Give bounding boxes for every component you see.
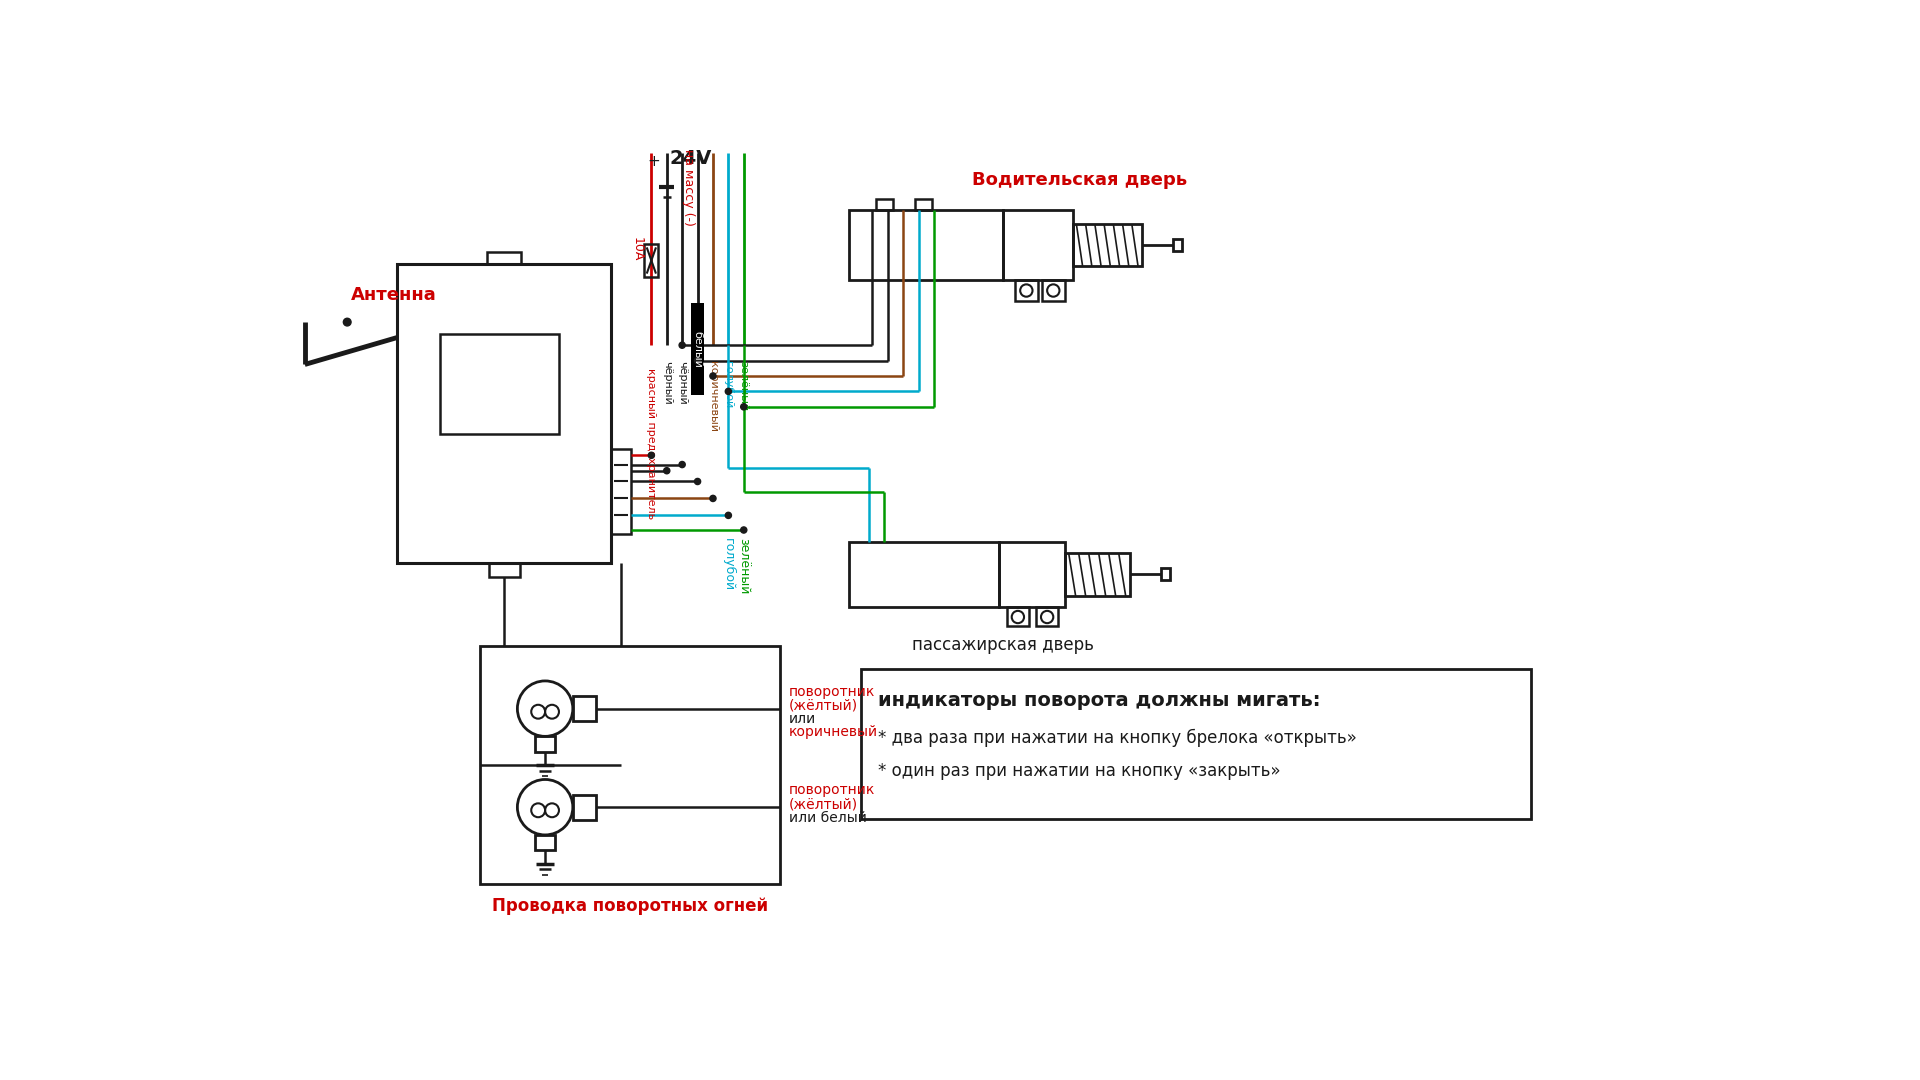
Circle shape [680, 342, 685, 348]
Text: Антенна: Антенна [351, 286, 436, 305]
Text: 24V: 24V [668, 149, 712, 168]
Circle shape [695, 357, 701, 364]
Text: или белый: или белый [789, 811, 868, 825]
Text: белый: белый [693, 330, 703, 367]
Circle shape [680, 461, 685, 468]
Bar [860, 669, 1530, 819]
Bar [536, 737, 555, 752]
Circle shape [710, 373, 716, 379]
Bar [849, 211, 1004, 280]
Bar [1016, 280, 1039, 301]
Text: Проводка поворотных огней: Проводка поворотных огней [492, 896, 768, 915]
Bar [645, 244, 659, 278]
Bar [488, 252, 520, 265]
Bar [611, 449, 630, 534]
Circle shape [649, 453, 655, 458]
Circle shape [664, 468, 670, 474]
Text: голубой: голубой [724, 361, 733, 408]
Bar [876, 199, 893, 211]
Text: индикаторы поворота должны мигать:: индикаторы поворота должны мигать: [877, 691, 1321, 711]
Circle shape [726, 389, 732, 394]
Text: Водительская дверь: Водительская дверь [972, 171, 1188, 189]
Bar [1066, 553, 1131, 596]
Bar [1000, 541, 1066, 607]
Bar [1043, 280, 1066, 301]
Circle shape [741, 404, 747, 410]
Text: чёрный: чёрный [678, 361, 687, 404]
Bar [480, 646, 780, 885]
Circle shape [741, 527, 747, 534]
Bar [1073, 225, 1142, 266]
Text: или: или [789, 713, 816, 727]
Text: чёрный: чёрный [662, 361, 672, 404]
Text: поворотник: поворотник [789, 685, 876, 699]
Text: поворотник: поворотник [789, 783, 876, 797]
Text: * один раз при нажатии на кнопку «закрыть»: * один раз при нажатии на кнопку «закрыт… [877, 762, 1281, 780]
Text: голубой: голубой [722, 538, 735, 591]
Text: +: + [647, 154, 660, 170]
Text: коричневый: коричневый [789, 725, 877, 739]
Bar [1008, 607, 1029, 626]
Bar [572, 795, 597, 820]
Text: 10А: 10А [632, 237, 643, 261]
Bar [691, 302, 705, 395]
Text: коричневый: коричневый [708, 361, 718, 432]
Text: зелёный: зелёный [739, 361, 749, 410]
Text: (жёлтый): (жёлтый) [789, 797, 858, 811]
Bar [914, 199, 931, 211]
Bar [1037, 607, 1058, 626]
Bar [572, 697, 597, 721]
Circle shape [695, 478, 701, 485]
Bar [1004, 211, 1073, 280]
Bar [849, 541, 1000, 607]
Text: (жёлтый): (жёлтый) [789, 699, 858, 713]
Text: красный предохранитель: красный предохранитель [647, 368, 657, 519]
Text: на массу (-): на массу (-) [682, 149, 695, 226]
Circle shape [344, 319, 351, 326]
Text: * два раза при нажатии на кнопку брелока «открыть»: * два раза при нажатии на кнопку брелока… [877, 729, 1357, 747]
Bar [397, 265, 611, 563]
Bar [536, 835, 555, 850]
Circle shape [726, 512, 732, 518]
Text: зелёный: зелёный [737, 538, 751, 594]
Circle shape [710, 496, 716, 501]
Text: пассажирская дверь: пассажирская дверь [912, 636, 1094, 654]
Bar [490, 563, 520, 577]
Bar [1173, 239, 1183, 252]
Bar [440, 334, 559, 434]
Bar [1162, 568, 1171, 580]
